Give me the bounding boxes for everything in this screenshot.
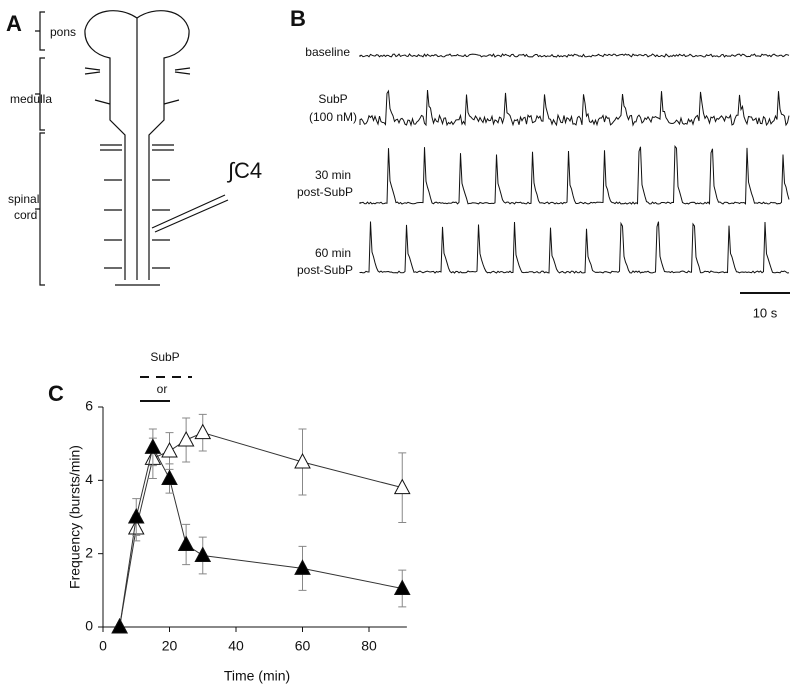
y-axis-label: Frequency (bursts/min) xyxy=(67,445,83,589)
trace-label: baseline xyxy=(305,45,350,59)
trace-label: (100 nM) xyxy=(309,110,357,124)
trace-label: 60 min xyxy=(315,246,351,260)
x-axis-label: Time (min) xyxy=(224,668,290,684)
trace-label: 30 min xyxy=(315,168,351,182)
marker xyxy=(393,579,411,595)
y-tick-label: 2 xyxy=(85,544,93,560)
series-line xyxy=(119,445,403,628)
trace xyxy=(359,89,790,127)
region-label: medulla xyxy=(10,92,52,106)
y-tick-label: 4 xyxy=(85,471,93,487)
region-label: cord xyxy=(14,208,37,222)
marker xyxy=(127,507,145,524)
scale-bar-label: 10 s xyxy=(753,305,778,320)
treatment-label: SubP xyxy=(150,350,179,364)
marker xyxy=(194,423,212,440)
panel-label: C xyxy=(48,381,64,406)
marker xyxy=(294,559,311,575)
x-tick-label: 40 xyxy=(228,638,244,654)
brainstem-drawing xyxy=(84,10,229,286)
trace xyxy=(359,53,790,58)
marker xyxy=(294,452,311,469)
marker xyxy=(194,546,212,562)
marker xyxy=(177,430,195,447)
panel-label: A xyxy=(6,11,22,36)
y-tick-label: 6 xyxy=(85,398,93,414)
marker xyxy=(161,441,178,458)
region-label: pons xyxy=(50,25,76,39)
trace-label: SubP xyxy=(318,92,347,106)
panel-label: B xyxy=(290,6,306,31)
treatment-label: or xyxy=(157,382,168,396)
x-tick-label: 20 xyxy=(162,638,178,654)
x-tick-label: 0 xyxy=(99,638,107,654)
trace xyxy=(359,145,790,205)
series-line xyxy=(119,432,403,628)
marker xyxy=(393,478,411,495)
marker xyxy=(144,438,162,454)
trace xyxy=(359,221,790,274)
marker xyxy=(161,469,178,485)
recording-label: ∫C4 xyxy=(226,158,262,183)
trace-label: post-SubP xyxy=(297,185,353,199)
marker xyxy=(177,535,195,551)
marker xyxy=(111,617,128,634)
bracket xyxy=(35,11,45,286)
region-label: spinal xyxy=(8,192,39,206)
y-tick-label: 0 xyxy=(85,618,93,634)
x-tick-label: 60 xyxy=(295,638,311,654)
trace-label: post-SubP xyxy=(297,263,353,277)
x-tick-label: 80 xyxy=(361,638,377,654)
